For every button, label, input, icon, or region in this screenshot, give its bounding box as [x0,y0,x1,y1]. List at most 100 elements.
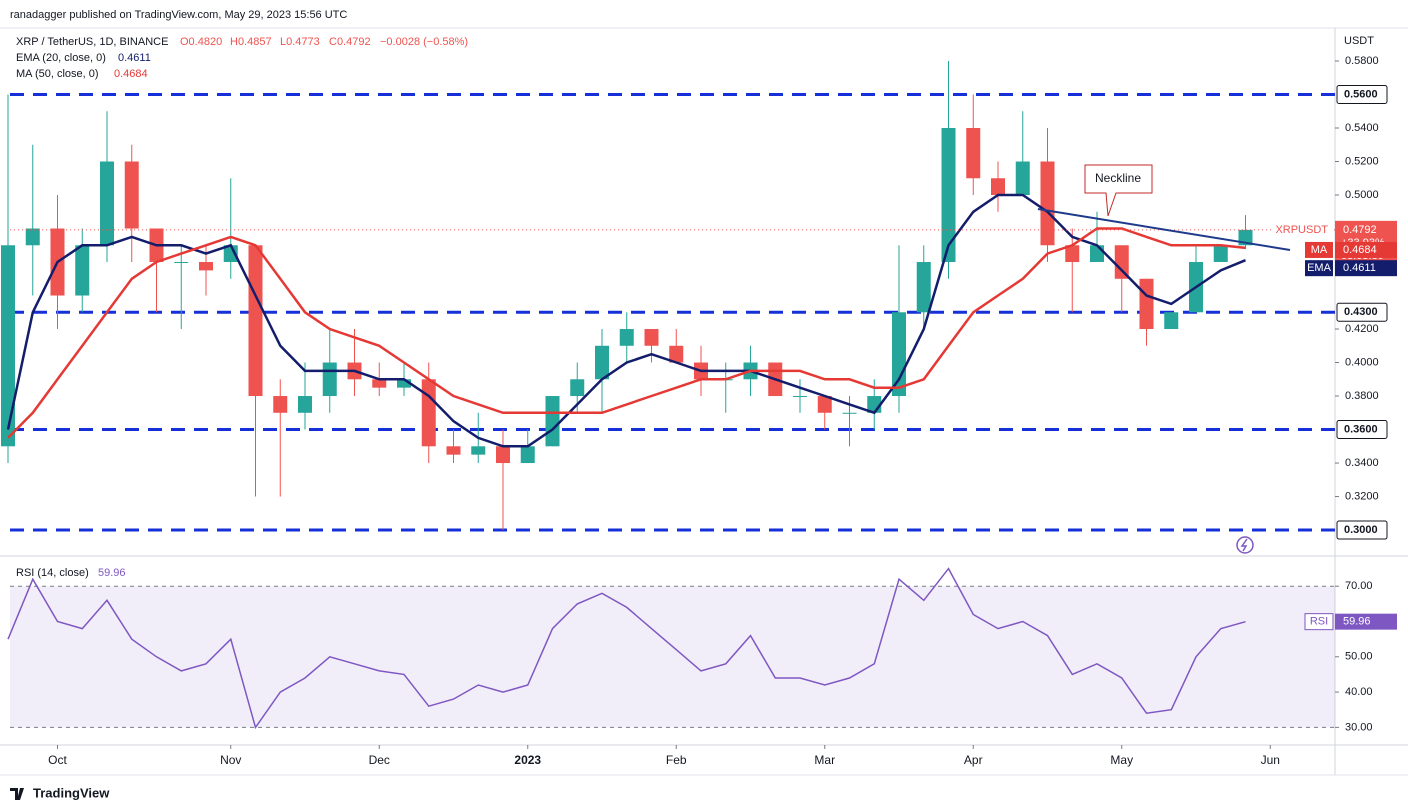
candle-body [1213,245,1228,263]
candle-body [1090,245,1104,263]
change: −0.0028 (−0.58%) [380,36,468,48]
level-label-box [1336,84,1388,104]
x-tick-label: Jun [1261,753,1280,767]
series-tag: MA [1311,244,1328,256]
candle-body [644,329,659,346]
series-value-box [1335,241,1397,258]
candle-body [248,245,263,397]
level-label: 0.3000 [1344,524,1378,536]
x-tick-label: Mar [814,753,835,767]
legend: XRP / TetherUS, 1D, BINANCE O0.4820 H0.4… [16,36,468,579]
ma-legend: MA (50, close, 0) [16,68,99,80]
y-tick-label: 0.3800 [1345,390,1379,402]
y-tick-label: 0.5800 [1345,55,1379,67]
candle-body [223,245,238,263]
publisher: ranadagger published on TradingView.com,… [10,9,347,21]
candle-body [496,446,510,464]
ohlc-low: L0.4773 [280,36,320,48]
last-price-box [1272,220,1332,239]
candle-body [322,362,337,397]
last-price-name: XRPUSDT [1275,224,1328,236]
y-tick-label: 0.5200 [1345,155,1379,167]
ohlc-high: H0.4857 [230,36,272,48]
candle-body [273,396,288,413]
y-tick-label: 30.00 [1345,721,1373,733]
candle-body [842,412,857,414]
x-tick-label: Oct [48,753,67,767]
candle-body [595,345,609,380]
candle-body [421,379,436,447]
ema-legend-value: 0.4611 [118,52,151,64]
level-label-box [1336,302,1388,322]
neckline [1037,208,1291,251]
footer: TradingView [33,785,110,800]
candle-body [669,345,684,363]
candle-body [916,262,931,313]
candle-body [570,379,585,397]
candle-body [446,446,461,455]
candle-body [520,446,535,464]
level-label-box [1336,520,1388,540]
neckline-callout [1084,164,1153,217]
candle-body [397,379,411,388]
candle-body [545,396,560,447]
candle-body [124,161,139,229]
series-tag-box [1305,260,1333,277]
y-tick-label: 0.4000 [1345,356,1379,368]
x-tick-label: Dec [369,753,390,767]
x-tick-label: Nov [220,753,241,767]
ohlc-open: O0.4820 [180,36,222,48]
series-value-box [1335,260,1397,277]
ohlc-close: C0.4792 [329,36,371,48]
candle-body [100,161,114,246]
y-tick-label: 0.3200 [1345,490,1379,502]
series-line [7,567,1246,730]
y-tick-label: 50.00 [1345,651,1373,663]
candle-body [966,127,981,179]
neckline-label: Neckline [1095,171,1141,185]
rsi-tag: RSI [1310,616,1328,628]
currency: USDT [1344,35,1374,47]
y-tick-label: 70.00 [1345,580,1373,592]
candle-body [817,396,832,413]
candle-body [1139,278,1154,330]
ema-legend: EMA (20, close, 0) [16,52,106,64]
ma-legend-value: 0.4684 [114,68,148,80]
x-tick-label: Apr [964,753,983,767]
candle-body [298,396,312,413]
y-tick-label: 40.00 [1345,686,1373,698]
candle-body [372,379,387,388]
x-tick-label: May [1110,753,1133,767]
candle-body [199,262,213,271]
last-price-value: 0.4792 [1343,224,1377,236]
footer-logo [10,788,24,800]
level-label: 0.5600 [1344,88,1378,100]
x-tick-label: 2023 [514,753,541,767]
candle-body [75,245,90,296]
rsi-band [10,586,1335,728]
y-tick-label: 0.5000 [1345,189,1379,201]
candle-body [1,245,15,447]
rsi-legend: RSI (14, close) [16,567,89,579]
candle-body [1015,161,1030,196]
candle-body [941,127,956,263]
candle-body [1114,245,1129,279]
rsi-value: 59.96 [1343,616,1371,628]
level-label: 0.4300 [1344,306,1378,318]
candle-body [793,396,807,398]
candle-body [1040,161,1055,246]
rsi-value-box [1335,613,1397,630]
rsi-tag-box [1304,613,1334,631]
y-tick-label: 0.5400 [1345,122,1379,134]
candle-body [991,178,1005,196]
symbol: XRP / TetherUS, 1D, BINANCE [16,36,168,48]
candle-body [25,228,40,246]
y-tick-label: 0.4200 [1345,323,1379,335]
level-label-box [1336,420,1388,440]
level-label: 0.3600 [1344,423,1378,435]
series-line [6,193,1246,448]
candle-body [174,262,189,264]
series-line [7,227,1246,439]
